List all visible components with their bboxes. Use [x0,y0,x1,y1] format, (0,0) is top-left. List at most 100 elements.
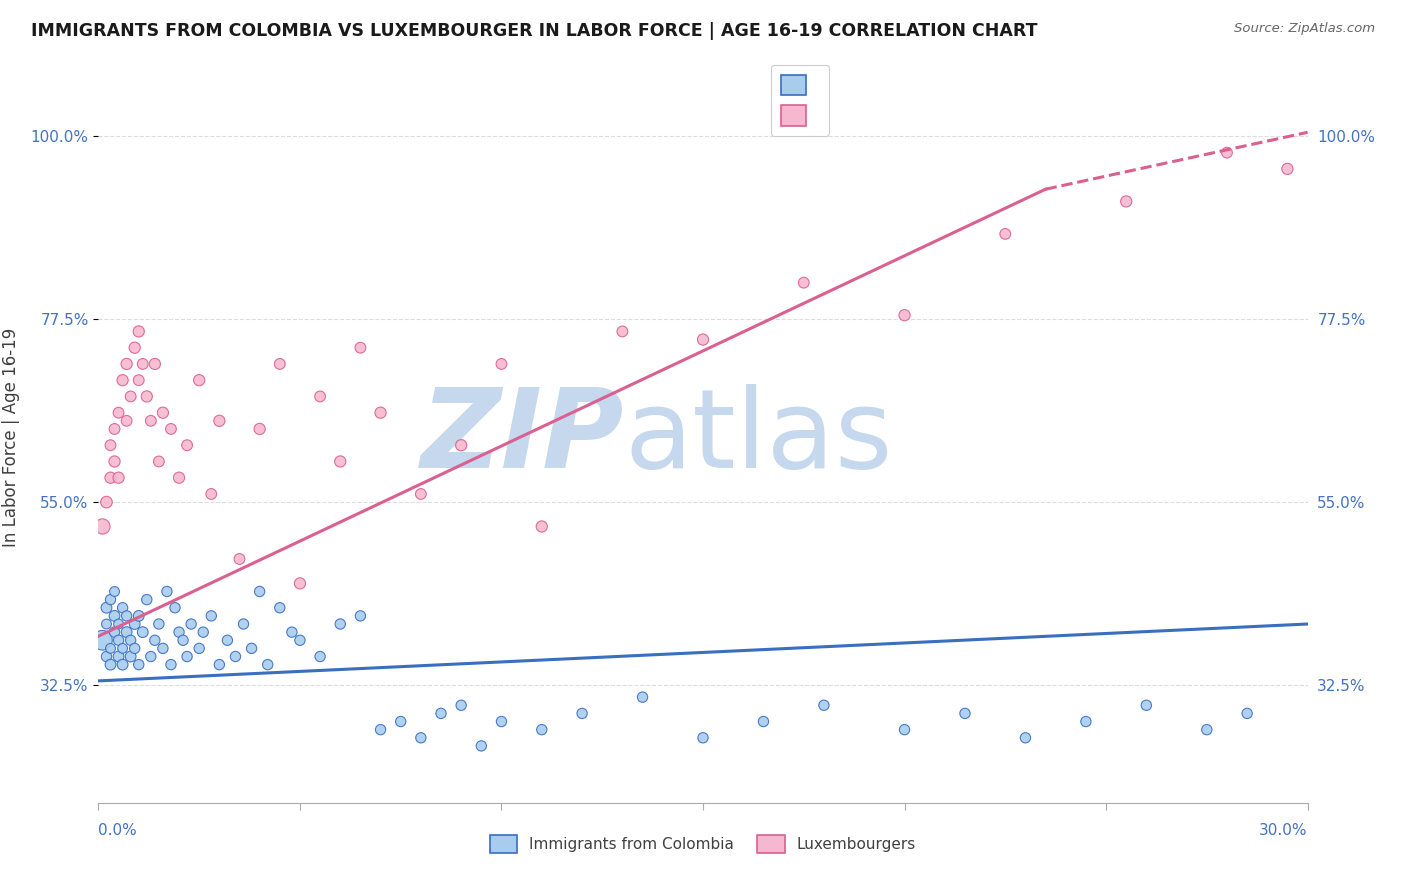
Point [200,608,222,623]
Point [115,608,138,623]
Point [224,649,246,664]
Point [249,584,271,599]
Point [269,600,291,615]
Point [1135,698,1157,713]
Point [128,373,150,387]
Point [813,698,835,713]
Point [107,406,129,420]
Point [103,625,125,640]
Point [953,706,976,721]
Point [349,341,371,355]
Point [107,649,129,664]
Point [91,633,114,648]
Point [571,706,593,721]
Point [128,608,150,623]
Point [1074,714,1097,729]
Point [349,608,371,623]
Point [893,308,915,322]
Text: atlas: atlas [624,384,893,491]
Point [111,657,134,672]
Point [120,389,142,403]
Point [120,649,142,664]
Point [176,438,198,452]
Point [100,641,122,656]
Point [329,617,352,632]
Point [111,600,134,615]
Point [148,454,170,468]
Point [309,389,332,403]
Point [200,487,222,501]
Point [124,341,146,355]
Point [96,617,118,632]
Point [128,325,150,339]
Point [1014,731,1036,745]
Point [156,584,179,599]
Point [96,649,118,664]
Text: ZIP: ZIP [420,384,624,491]
Point [115,625,138,640]
Point [103,454,125,468]
Point [193,625,215,640]
Point [143,633,166,648]
Point [115,357,138,371]
Point [217,633,239,648]
Point [288,633,311,648]
Point [370,723,392,737]
Point [120,633,142,648]
Point [228,552,250,566]
Point [994,227,1017,241]
Point [612,325,634,339]
Point [96,600,118,615]
Point [389,714,412,729]
Point [172,633,194,648]
Point [111,373,134,387]
Point [409,731,432,745]
Point [128,657,150,672]
Point [281,625,304,640]
Point [103,608,125,623]
Text: 0.0%: 0.0% [98,823,138,838]
Point [1236,706,1258,721]
Point [180,617,202,632]
Point [1115,194,1137,209]
Point [409,487,432,501]
Point [491,357,513,371]
Point [240,641,263,656]
Point [288,576,311,591]
Point [100,592,122,607]
Point [100,657,122,672]
Point [160,422,183,436]
Point [249,422,271,436]
Y-axis label: In Labor Force | Age 16-19: In Labor Force | Age 16-19 [1,327,20,547]
Point [163,600,186,615]
Point [1216,145,1239,160]
Point [631,690,654,705]
Point [430,706,453,721]
Point [103,422,125,436]
Point [1195,723,1218,737]
Text: Source: ZipAtlas.com: Source: ZipAtlas.com [1234,22,1375,36]
Point [893,723,915,737]
Point [167,625,190,640]
Point [530,723,553,737]
Point [96,495,118,509]
Point [152,406,174,420]
Point [167,471,190,485]
Point [100,471,122,485]
Point [208,414,231,428]
Point [124,617,146,632]
Point [111,641,134,656]
Point [143,357,166,371]
Point [208,657,231,672]
Point [232,617,254,632]
Point [152,641,174,656]
Point [470,739,492,753]
Text: IMMIGRANTS FROM COLOMBIA VS LUXEMBOURGER IN LABOR FORCE | AGE 16-19 CORRELATION : IMMIGRANTS FROM COLOMBIA VS LUXEMBOURGER… [31,22,1038,40]
Point [139,414,162,428]
Point [256,657,278,672]
Point [103,584,125,599]
Point [132,357,155,371]
Point [91,519,114,533]
Point [793,276,815,290]
Point [752,714,775,729]
